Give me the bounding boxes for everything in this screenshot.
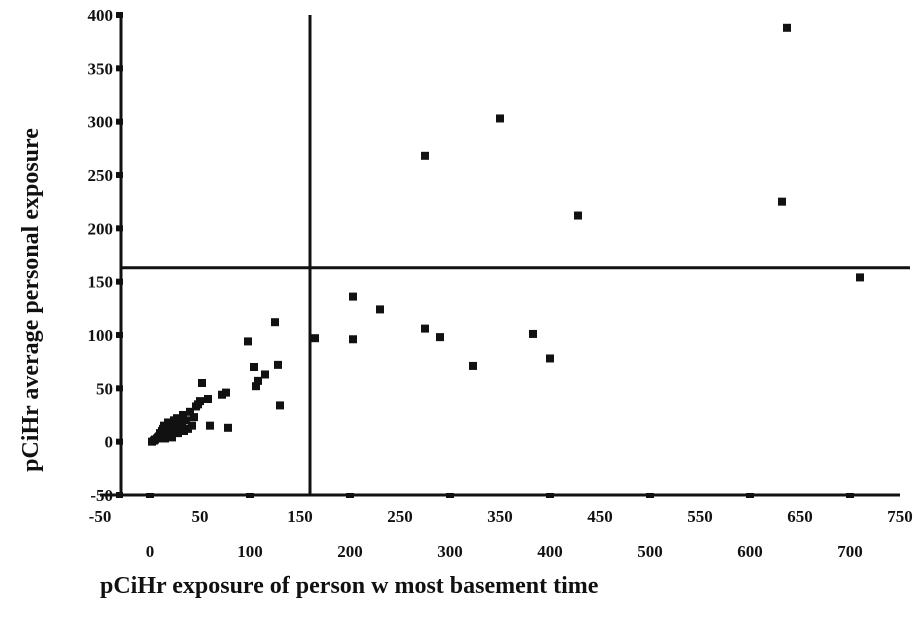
- x-tick-group: -50 50 150 250 350 450 550 650 750 0 100 200 300 400 5…: [89, 493, 913, 561]
- x-tick-label-top: 550: [687, 507, 713, 526]
- x-tick-label-bottom: 100: [237, 542, 263, 561]
- data-point: [783, 23, 791, 32]
- y-tick-mark: [116, 278, 123, 285]
- data-point: [168, 433, 176, 442]
- data-point: [190, 413, 198, 422]
- data-point: [271, 318, 279, 327]
- x-tick-label-top: 350: [487, 507, 513, 526]
- data-point: [311, 334, 319, 343]
- y-tick-label: 300: [88, 113, 114, 132]
- data-point: [574, 211, 582, 220]
- data-point: [349, 292, 357, 301]
- data-point: [250, 363, 258, 371]
- y-tick-mark: [116, 225, 123, 232]
- data-point: [496, 114, 504, 123]
- x-tick-label-bottom: 500: [637, 542, 663, 561]
- data-point: [174, 429, 182, 438]
- x-tick-mark: [846, 493, 854, 498]
- data-point: [176, 422, 184, 431]
- axes: [100, 15, 900, 497]
- data-point: [546, 354, 554, 363]
- data-point: [182, 416, 190, 425]
- y-tick-mark: [116, 65, 123, 72]
- data-point: [421, 151, 429, 160]
- y-tick-mark: [116, 332, 123, 338]
- y-tick-mark: [116, 12, 123, 18]
- x-axis-title: pCiHr exposure of person w most basement…: [100, 573, 599, 599]
- data-point: [529, 329, 537, 338]
- x-tick-label-bottom: 300: [437, 542, 463, 561]
- x-tick-label-top: -50: [89, 507, 112, 526]
- y-tick-label: -50: [90, 486, 113, 505]
- data-point: [188, 421, 196, 430]
- data-point: [469, 361, 477, 370]
- y-tick-label: 100: [88, 326, 114, 345]
- y-axis-title: pCiHr average personal exposure: [18, 128, 44, 472]
- data-point: [349, 335, 357, 344]
- x-tick-mark: [246, 493, 254, 498]
- data-point: [222, 388, 230, 397]
- data-point: [254, 376, 262, 385]
- y-tick-mark: [116, 492, 123, 498]
- data-point: [186, 407, 194, 416]
- x-tick-label-bottom: 200: [337, 542, 363, 561]
- data-point: [224, 423, 232, 432]
- data-point: [196, 397, 204, 406]
- x-tick-label-top: 250: [387, 507, 413, 526]
- data-point: [856, 273, 864, 282]
- x-tick-label-top: 50: [192, 507, 209, 526]
- y-tick-label: 0: [105, 433, 114, 452]
- x-tick-label-bottom: 400: [537, 542, 563, 561]
- data-point: [244, 337, 252, 346]
- x-tick-label-bottom: 0: [146, 542, 155, 561]
- data-points: [148, 23, 864, 446]
- data-point: [206, 421, 214, 430]
- x-tick-mark: [646, 493, 654, 498]
- x-tick-mark: [446, 493, 454, 498]
- y-tick-label: 50: [96, 379, 113, 398]
- x-tick-mark: [146, 493, 154, 498]
- x-tick-mark: [546, 493, 554, 498]
- y-tick-label: 400: [88, 6, 114, 25]
- data-point: [778, 197, 786, 206]
- x-tick-label-bottom: 600: [737, 542, 763, 561]
- y-tick-mark: [116, 438, 123, 445]
- data-point: [204, 395, 212, 403]
- data-point: [171, 424, 179, 433]
- y-tick-mark: [116, 385, 123, 392]
- data-point: [421, 324, 429, 333]
- x-tick-mark: [746, 493, 754, 498]
- data-point: [276, 401, 284, 410]
- data-point: [252, 382, 260, 391]
- x-tick-label-top: 450: [587, 507, 613, 526]
- data-point: [179, 411, 187, 419]
- data-point: [161, 434, 169, 443]
- y-tick-label: 150: [88, 273, 114, 292]
- y-tick-label: 350: [88, 59, 114, 78]
- y-tick-label: 200: [88, 219, 114, 238]
- x-tick-mark: [346, 493, 354, 498]
- x-tick-label-top: 650: [787, 507, 813, 526]
- data-point: [173, 414, 181, 423]
- y-tick-mark: [116, 172, 123, 178]
- y-tick-mark: [116, 118, 123, 125]
- data-point: [376, 305, 384, 314]
- data-point: [436, 333, 444, 342]
- y-tick-label: 250: [88, 166, 114, 185]
- x-tick-label-top: 750: [887, 507, 913, 526]
- x-tick-label-top: 150: [287, 507, 313, 526]
- data-point: [198, 379, 206, 387]
- data-point: [274, 360, 282, 369]
- data-point: [261, 370, 269, 379]
- x-tick-label-bottom: 700: [837, 542, 863, 561]
- y-tick-group: 400 350 300 250 200 150 100 50 0 -50: [88, 6, 123, 505]
